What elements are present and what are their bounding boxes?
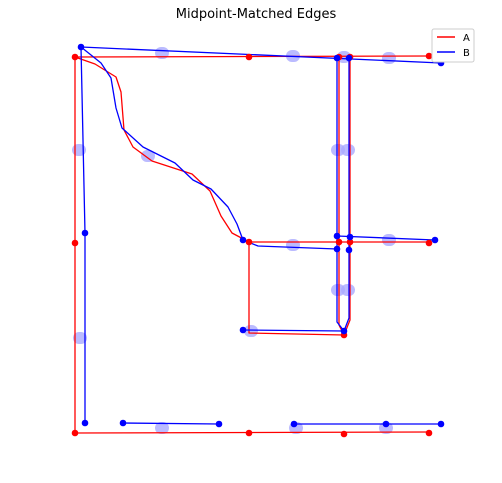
series-b-point-14 <box>119 419 127 427</box>
series-b-edge-2 <box>122 422 220 425</box>
series-b-point-9 <box>333 245 341 253</box>
chart-title: Midpoint-Matched Edges <box>176 7 337 22</box>
series-points <box>71 43 445 438</box>
series-b-edge-5 <box>336 235 436 241</box>
match-marker-13 <box>244 325 258 337</box>
series-b-point-10 <box>345 246 353 254</box>
match-marker-7 <box>341 144 355 156</box>
match-marker-10 <box>331 284 345 296</box>
match-marker-8 <box>286 239 300 251</box>
legend: A B <box>431 28 475 63</box>
series-b-point-12 <box>340 327 348 335</box>
series-b-point-17 <box>382 420 390 428</box>
series-a-edge-5 <box>248 242 345 336</box>
series-b-point-5 <box>239 236 247 244</box>
match-marker-9 <box>382 234 396 246</box>
series-b-edge-4 <box>80 46 338 250</box>
series-a-point-6 <box>245 238 253 246</box>
series-b-point-6 <box>333 232 341 240</box>
match-marker-14 <box>155 422 169 434</box>
series-a-point-1 <box>245 53 253 61</box>
series-b-edge-7 <box>336 58 345 332</box>
match-marker-11 <box>341 284 355 296</box>
series-a-point-9 <box>425 239 433 247</box>
match-marker-3 <box>382 52 396 64</box>
series-a-point-8 <box>346 238 354 246</box>
series-a-point-7 <box>335 238 343 246</box>
series-b-edge-0 <box>80 46 442 64</box>
match-marker-6 <box>331 144 345 156</box>
legend-label-b: B <box>463 48 470 59</box>
series-a-edge-3 <box>74 56 250 243</box>
series-b-point-13 <box>81 419 89 427</box>
series-a-point-14 <box>425 429 433 437</box>
series-b-point-8 <box>431 236 439 244</box>
series-b-edge-8 <box>343 58 350 332</box>
series-b-point-2 <box>345 54 353 62</box>
series-a-point-11 <box>71 429 79 437</box>
series-a-point-4 <box>425 52 433 60</box>
series-b-point-15 <box>215 420 223 428</box>
series-a-point-13 <box>340 430 348 438</box>
series-b-point-0 <box>77 43 85 51</box>
match-marker-16 <box>379 422 393 434</box>
series-b-point-18 <box>437 420 445 428</box>
series-b-point-7 <box>346 233 354 241</box>
series-a-point-12 <box>245 429 253 437</box>
series-b-point-4 <box>81 229 89 237</box>
series-a-point-0 <box>71 53 79 61</box>
match-marker-5 <box>141 150 155 162</box>
series-a-point-5 <box>71 239 79 247</box>
series-b-point-11 <box>239 326 247 334</box>
series-b-edge-6 <box>242 329 345 332</box>
match-marker-12 <box>73 332 87 344</box>
series-b-point-16 <box>290 420 298 428</box>
legend-label-a: A <box>463 33 470 44</box>
series-b-point-1 <box>333 54 341 62</box>
